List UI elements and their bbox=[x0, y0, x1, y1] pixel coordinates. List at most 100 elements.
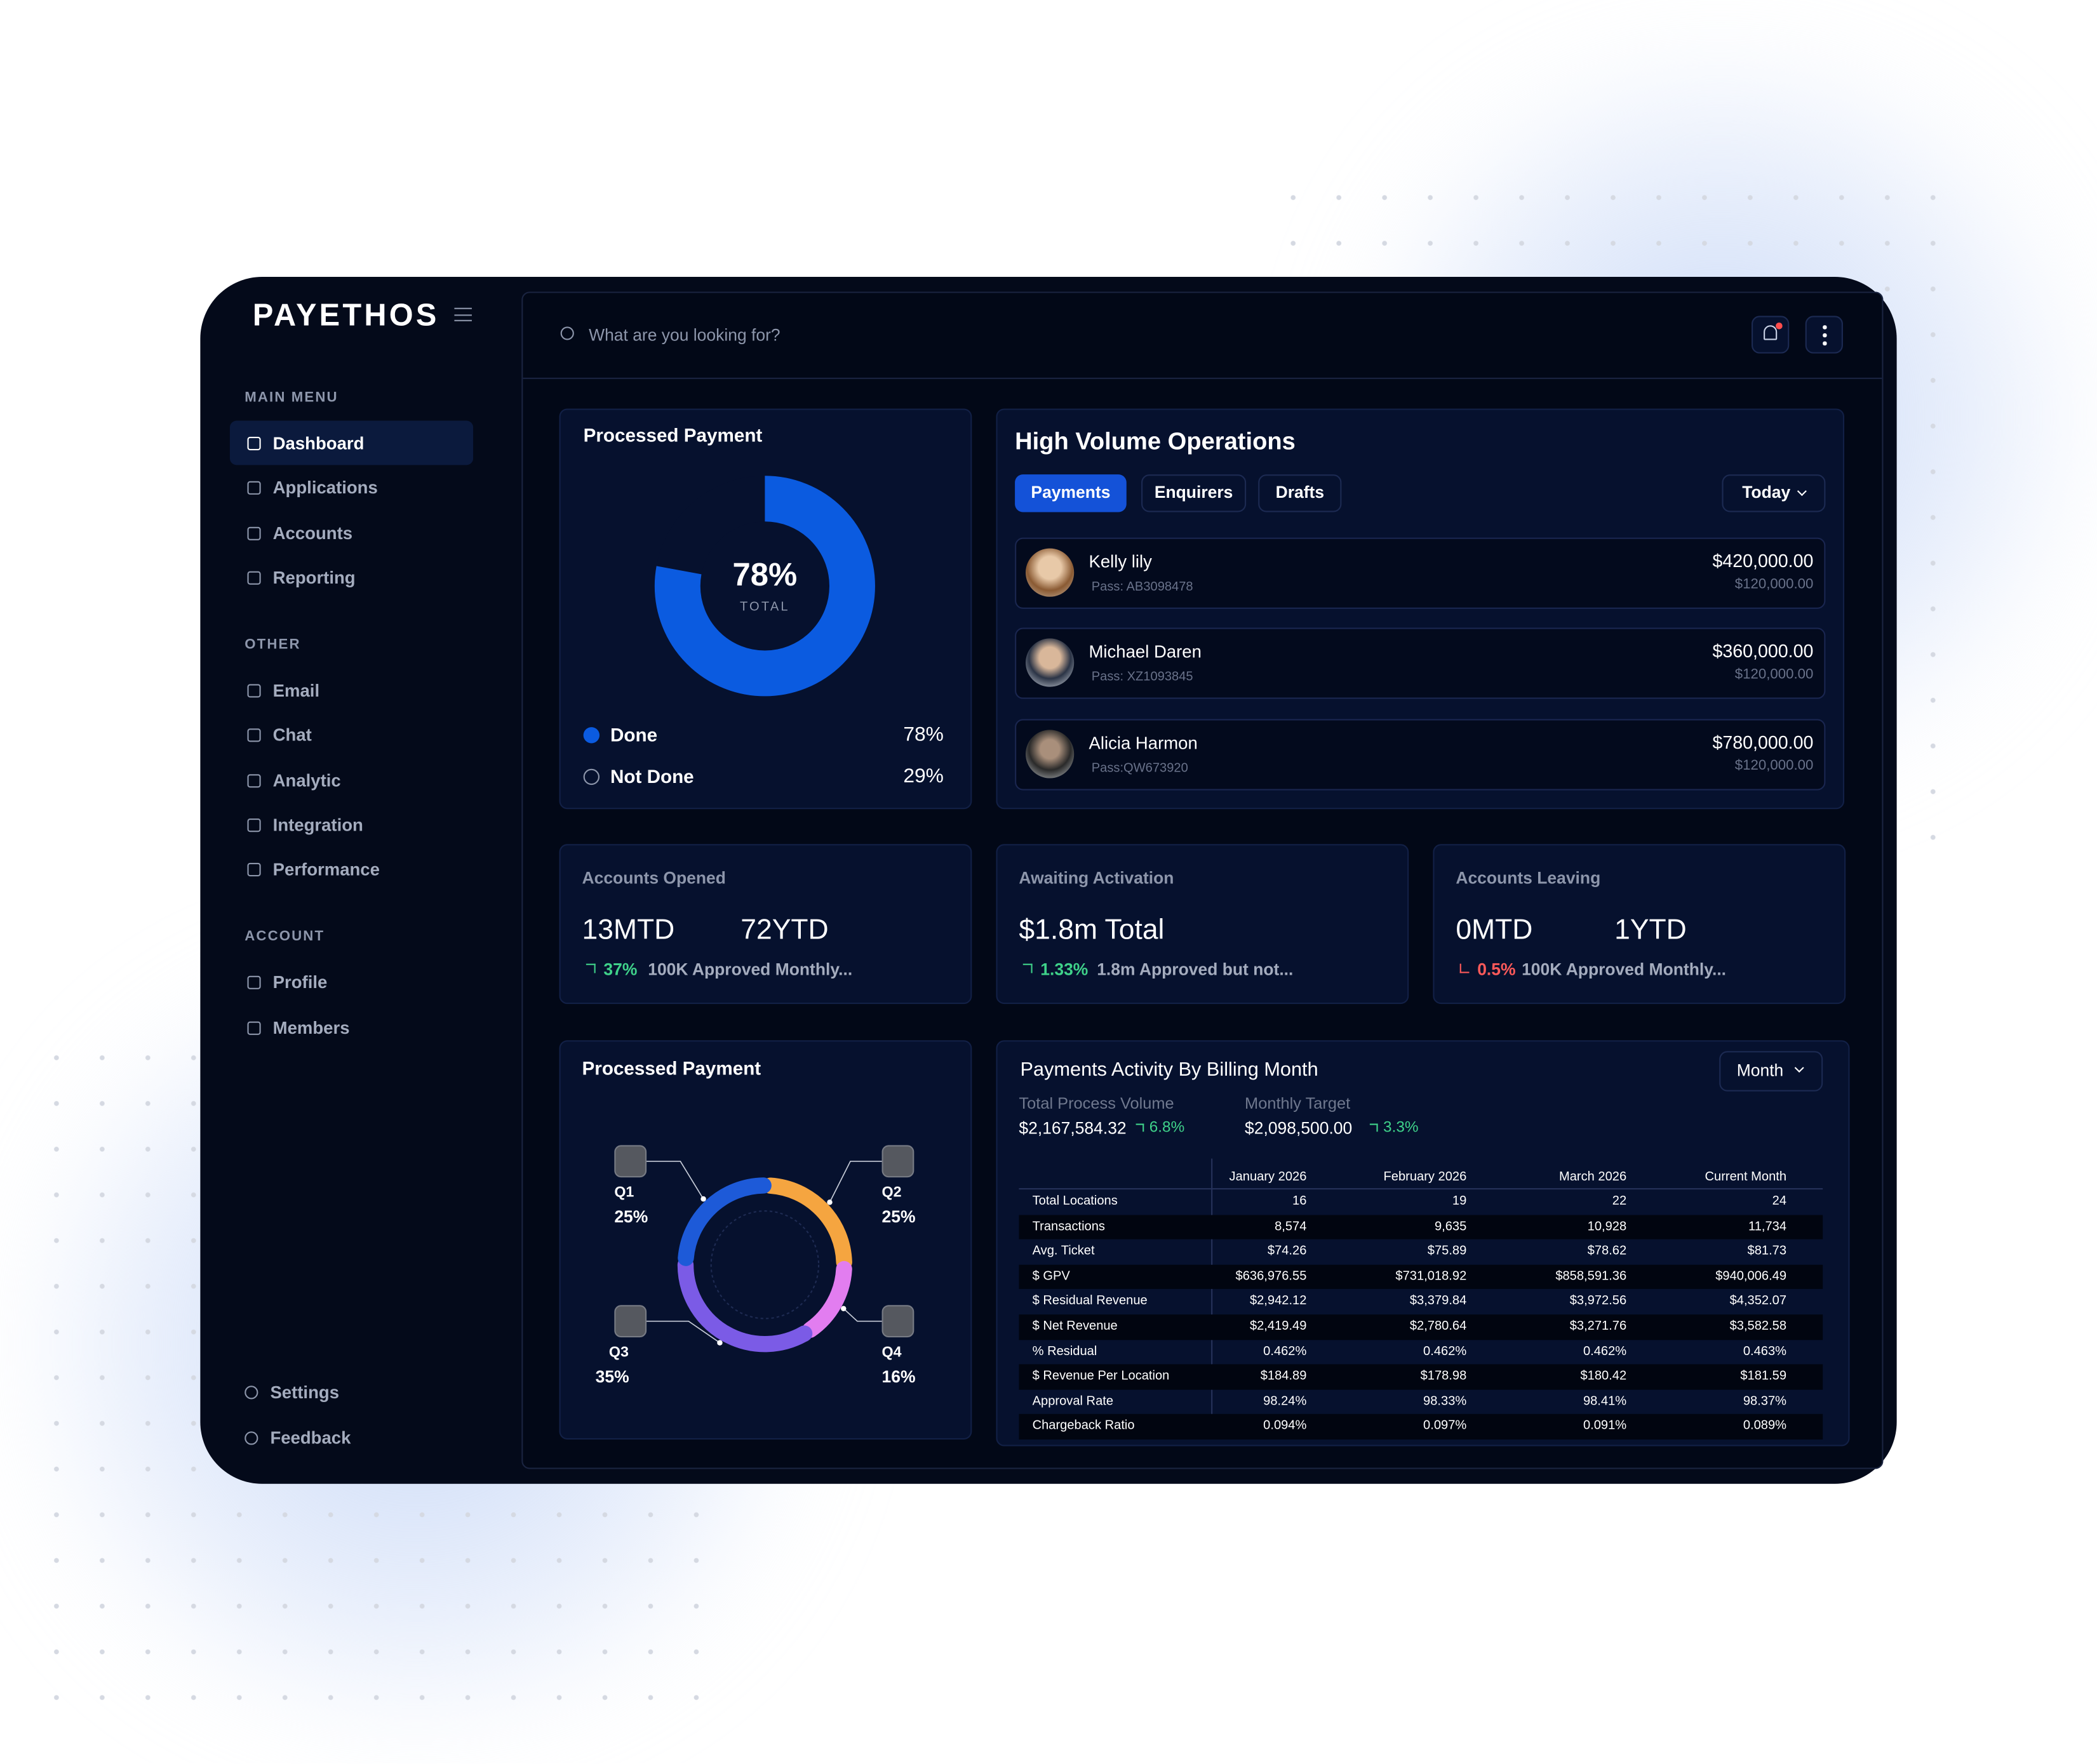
card bbox=[1433, 844, 1846, 1005]
donut-segment bbox=[762, 1177, 852, 1271]
table-cell: $636,976.55 bbox=[1235, 1269, 1307, 1284]
stat-title: Accounts Leaving bbox=[1456, 869, 1601, 888]
operation-row[interactable] bbox=[1015, 627, 1826, 699]
table-cell: $3,972.56 bbox=[1569, 1293, 1627, 1309]
row-label: Avg. Ticket bbox=[1032, 1243, 1095, 1259]
table-cell: $858,591.36 bbox=[1555, 1269, 1627, 1284]
nav-icon bbox=[247, 728, 261, 742]
sidebar-section-title: OTHER bbox=[245, 636, 301, 653]
more-dot bbox=[1823, 341, 1826, 345]
table-cell: $940,006.49 bbox=[1715, 1269, 1787, 1284]
nav-item[interactable]: Members bbox=[272, 1017, 350, 1038]
card bbox=[559, 408, 972, 810]
table-cell: 0.462% bbox=[1423, 1344, 1467, 1359]
avatar bbox=[1026, 638, 1075, 687]
kpi-change: 3.3% bbox=[1383, 1119, 1419, 1136]
nav-item[interactable]: Integration bbox=[272, 815, 363, 835]
nav-item[interactable]: Settings bbox=[270, 1382, 340, 1403]
tab-label[interactable]: Enquirers bbox=[1154, 483, 1233, 502]
tab[interactable] bbox=[1015, 474, 1127, 512]
stat-title: Accounts Opened bbox=[582, 869, 726, 888]
nav-item[interactable]: Accounts bbox=[272, 523, 353, 544]
table-cell: 9,635 bbox=[1434, 1219, 1467, 1234]
quarter-badge bbox=[881, 1305, 915, 1338]
trend-arrow bbox=[1136, 1123, 1144, 1132]
quarter-badge bbox=[614, 1305, 647, 1338]
table-cell: $178.98 bbox=[1420, 1368, 1467, 1384]
nav-item[interactable]: Applications bbox=[272, 477, 378, 498]
dropdown-label[interactable]: Today bbox=[1742, 483, 1791, 502]
row-label: $ Revenue Per Location bbox=[1032, 1368, 1170, 1384]
more-button[interactable] bbox=[1805, 316, 1843, 354]
dropdown-label[interactable]: Month bbox=[1736, 1061, 1784, 1080]
tab[interactable] bbox=[1258, 474, 1342, 512]
nav-item[interactable]: Analytic bbox=[272, 770, 341, 791]
table-cell: $75.89 bbox=[1427, 1243, 1467, 1259]
row-subamount: $120,000.00 bbox=[1734, 576, 1814, 592]
card bbox=[996, 844, 1409, 1005]
row-label: % Residual bbox=[1032, 1344, 1097, 1359]
kpi-label: Monthly Target bbox=[1245, 1093, 1351, 1113]
stat-value: 1YTD bbox=[1614, 914, 1687, 945]
tab-label[interactable]: Drafts bbox=[1275, 483, 1325, 502]
kpi-value: $2,098,500.00 bbox=[1245, 1119, 1353, 1138]
nav-icon bbox=[245, 1386, 258, 1400]
table-cell: 0.091% bbox=[1583, 1419, 1627, 1434]
table-cell: $181.59 bbox=[1740, 1368, 1787, 1384]
row-name: Kelly lily bbox=[1089, 551, 1152, 572]
legend-marker bbox=[583, 768, 600, 785]
operation-row[interactable] bbox=[1015, 719, 1826, 791]
nav-item[interactable]: Performance bbox=[272, 859, 380, 879]
operation-row[interactable] bbox=[1015, 537, 1826, 609]
row-amount: $420,000.00 bbox=[1712, 551, 1814, 571]
search-icon bbox=[560, 326, 574, 340]
trend-arrow bbox=[586, 963, 596, 973]
table-cell: 24 bbox=[1772, 1194, 1787, 1209]
nav-item[interactable]: Reporting bbox=[272, 567, 356, 588]
nav-icon bbox=[247, 819, 261, 832]
row-label: Chargeback Ratio bbox=[1032, 1419, 1135, 1434]
trend-arrow bbox=[1459, 963, 1470, 973]
nav-item[interactable]: Email bbox=[272, 680, 320, 701]
table-cell: 0.097% bbox=[1423, 1419, 1467, 1434]
table-cell: $180.42 bbox=[1580, 1368, 1627, 1384]
connector-line bbox=[630, 1320, 720, 1344]
menu-toggle[interactable] bbox=[454, 307, 472, 321]
row-label: Approval Rate bbox=[1032, 1394, 1114, 1409]
brand-logo: PAYETHOS bbox=[252, 297, 439, 333]
nav-icon bbox=[247, 975, 261, 989]
card bbox=[559, 1040, 972, 1440]
search-input[interactable]: What are you looking for? bbox=[589, 326, 781, 345]
row-subamount: $120,000.00 bbox=[1734, 758, 1814, 774]
connector-dot bbox=[841, 1306, 847, 1312]
quarter-name: Q2 bbox=[881, 1184, 902, 1201]
table-cell: 19 bbox=[1452, 1194, 1467, 1209]
nav-icon bbox=[247, 1021, 261, 1035]
row-name: Michael Daren bbox=[1089, 641, 1202, 662]
dropdown[interactable] bbox=[1722, 474, 1826, 512]
nav-item[interactable]: Dashboard bbox=[272, 432, 365, 453]
table-cell: 10,928 bbox=[1587, 1219, 1627, 1234]
nav-item[interactable]: Feedback bbox=[270, 1427, 351, 1448]
connector-dot bbox=[700, 1196, 706, 1202]
kpi-change: 6.8% bbox=[1149, 1119, 1185, 1136]
row-pass: Pass: AB3098478 bbox=[1091, 579, 1193, 595]
tab[interactable] bbox=[1141, 474, 1247, 512]
connector-dot bbox=[827, 1199, 833, 1205]
nav-item[interactable]: Profile bbox=[272, 972, 328, 992]
table-cell: 98.24% bbox=[1263, 1394, 1307, 1409]
trend-arrow bbox=[1369, 1123, 1378, 1132]
table-cell: 0.094% bbox=[1263, 1419, 1307, 1434]
dropdown[interactable] bbox=[1719, 1051, 1823, 1092]
table-cell: 98.37% bbox=[1743, 1394, 1787, 1409]
stat-value: $1.8m Total bbox=[1019, 914, 1165, 945]
row-pass: Pass:QW673920 bbox=[1091, 761, 1188, 776]
table-row-band bbox=[1019, 1314, 1823, 1340]
nav-item[interactable]: Chat bbox=[272, 725, 312, 745]
nav-item-active-bg[interactable] bbox=[229, 420, 474, 465]
table-cell: 16 bbox=[1292, 1194, 1307, 1209]
nav-icon bbox=[247, 684, 261, 698]
tab-label[interactable]: Payments bbox=[1031, 483, 1111, 502]
